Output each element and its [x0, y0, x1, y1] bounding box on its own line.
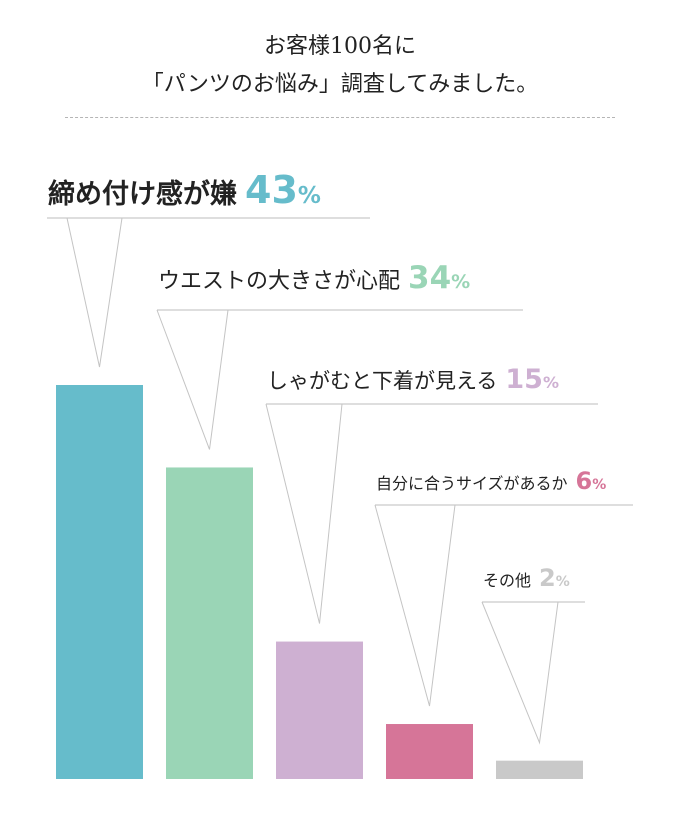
callout-pointer-5 — [481, 601, 559, 745]
unit-label-1: % — [298, 183, 321, 209]
title-line-1: お客様100名に — [264, 34, 416, 59]
value-label-3: 15 — [505, 364, 543, 395]
bar-4 — [386, 724, 473, 779]
value-label-2: 34 — [408, 260, 451, 296]
unit-label-4: % — [592, 477, 606, 493]
chart-title: お客様100名に 「パンツのお悩み」調査してみました。 — [0, 28, 680, 104]
value-label-1: 43 — [245, 168, 298, 212]
callout-pointer-1 — [66, 217, 123, 368]
bar-3 — [276, 641, 363, 779]
callout-pointer-2 — [156, 309, 229, 450]
category-label-4: 自分に合うサイズがあるか 6% — [376, 467, 606, 495]
category-label-3: しゃがむと下着が見える 15% — [267, 364, 559, 395]
title-divider — [65, 117, 615, 118]
category-name-5: その他 — [483, 571, 531, 590]
unit-label-2: % — [451, 271, 470, 293]
category-name-3: しゃがむと下着が見える — [267, 369, 497, 393]
title-line-2: 「パンツのお悩み」調査してみました。 — [141, 72, 539, 97]
bar-5 — [496, 760, 583, 779]
category-label-2: ウエストの大きさが心配 34% — [158, 260, 470, 296]
category-label-1: 締め付け感が嫌 43% — [48, 168, 321, 212]
bar-2 — [166, 467, 253, 779]
bar-1 — [56, 385, 143, 779]
unit-label-3: % — [543, 373, 559, 392]
category-name-4: 自分に合うサイズがあるか — [376, 474, 568, 493]
unit-label-5: % — [556, 574, 570, 590]
value-label-4: 6 — [576, 467, 593, 495]
category-label-5: その他 2% — [483, 564, 570, 592]
category-name-1: 締め付け感が嫌 — [48, 178, 237, 210]
callout-pointer-3 — [265, 403, 343, 624]
category-name-2: ウエストの大きさが心配 — [158, 269, 400, 294]
callout-pointer-4 — [374, 504, 456, 707]
value-label-5: 2 — [539, 564, 556, 592]
